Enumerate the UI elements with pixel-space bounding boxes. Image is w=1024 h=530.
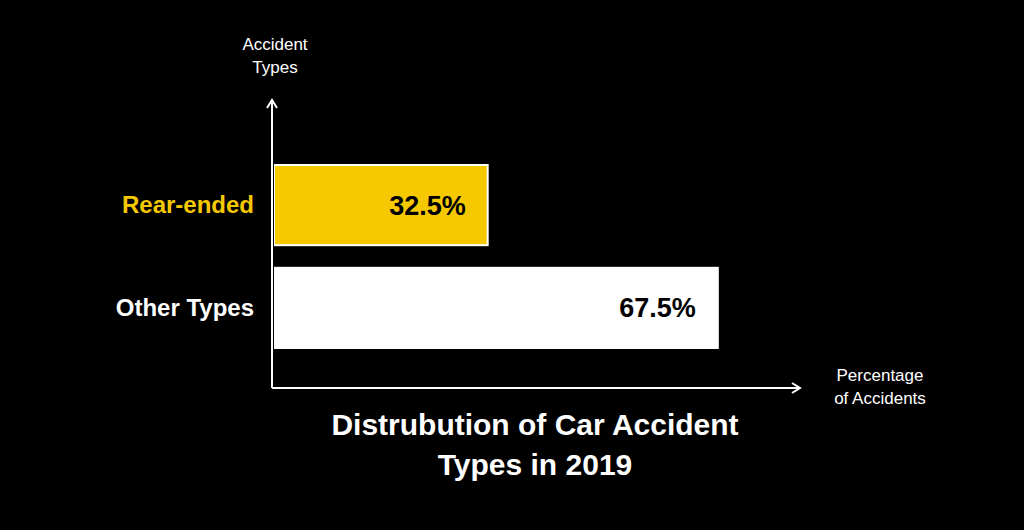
x-axis-title: Percentage of Accidents [834,366,926,408]
data-labels: 32.5% 67.5% [389,191,696,324]
bar [274,165,488,245]
background [0,0,1024,530]
category-label: Other Types [116,294,254,321]
text-line: Accident [242,35,307,54]
x-axis [272,388,800,389]
bar [274,268,718,348]
y-tick: Rear-ended [122,191,254,218]
data-label: 67.5% [619,293,696,323]
data-label: 32.5% [389,191,466,221]
bars [274,165,718,348]
chart: Rear-ended Other Types 32.5% 67.5% Accident T… [0,0,1024,530]
text-line: Percentage [837,366,924,385]
text-line: of Accidents [834,389,926,408]
text-line: Types in 2019 [438,448,633,481]
y-axis-line [271,100,273,388]
y-axis: Rear-ended Other Types [116,191,254,321]
title: Distrubution of Car Accident Types in 201… [331,408,738,481]
y-axis-title: Accident Types [242,35,307,77]
text-line: Types [252,58,297,77]
y-tick: Other Types [116,294,254,321]
x-axis-line [272,387,800,389]
category-label: Rear-ended [122,191,254,218]
text-line: Distrubution of Car Accident [331,408,738,441]
